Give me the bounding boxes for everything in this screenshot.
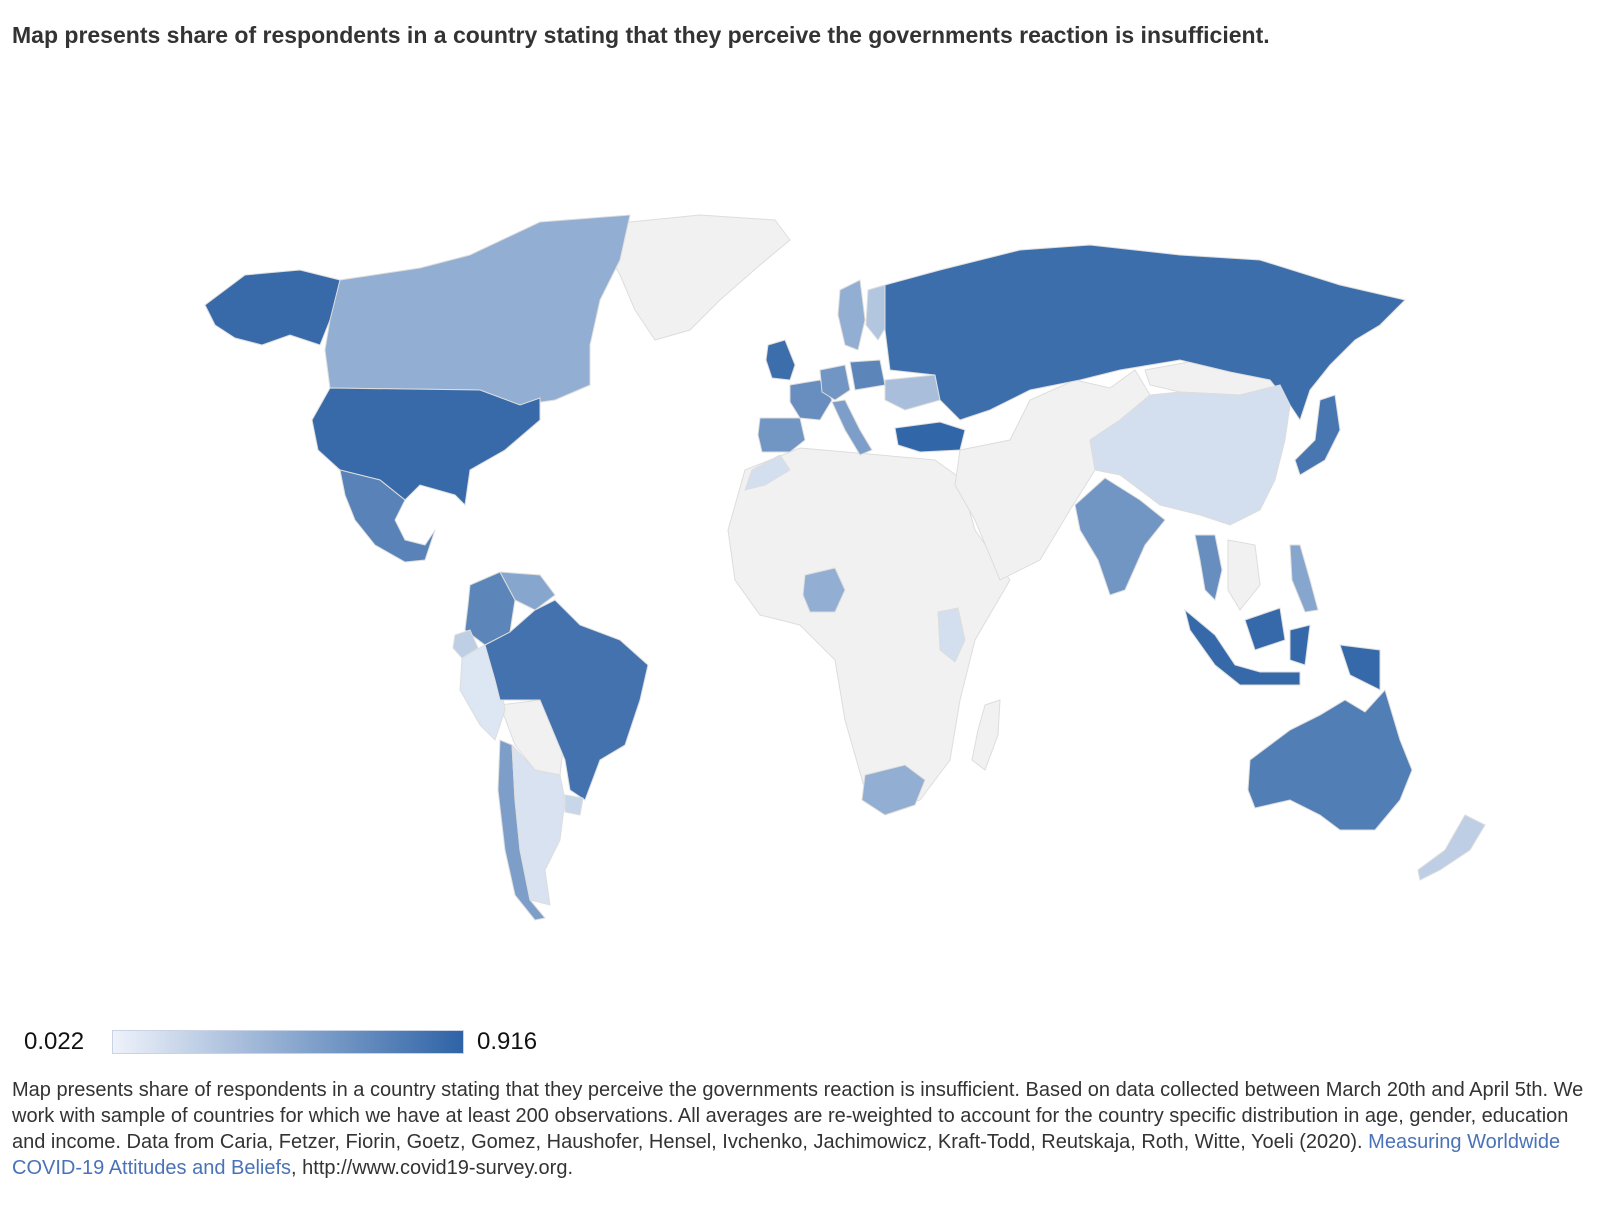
region-italy xyxy=(831,399,873,456)
region-kenya xyxy=(937,607,966,663)
region-indonesia xyxy=(1184,607,1381,691)
region-argentina xyxy=(511,743,566,906)
region-nigeria xyxy=(802,567,846,613)
region-united-kingdom xyxy=(765,339,796,381)
region-philippines xyxy=(1289,544,1319,613)
region-venezuela xyxy=(499,571,556,611)
region-china xyxy=(1089,384,1291,526)
region-thailand xyxy=(1194,534,1223,601)
region-united-states xyxy=(311,387,541,507)
map-caption: Map presents share of respondents in a c… xyxy=(12,1077,1592,1181)
world-map xyxy=(204,214,1486,921)
survey-link[interactable]: Measuring Worldwide COVID-19 Attitudes a… xyxy=(12,1131,1561,1179)
region-brazil xyxy=(484,599,649,801)
region-germany xyxy=(819,364,851,401)
region-ukraine xyxy=(884,374,941,411)
region-japan xyxy=(1294,394,1341,476)
region-uruguay xyxy=(564,794,584,816)
region-turkey xyxy=(894,421,966,453)
color-legend: 0.022 0.916 xyxy=(24,1022,624,1062)
region-mexico xyxy=(339,469,436,563)
region-south-africa xyxy=(861,764,926,816)
map-title: Map presents share of respondents in a c… xyxy=(12,22,1270,48)
caption-text: Map presents share of respondents in a c… xyxy=(12,1079,1584,1153)
region-new-zealand xyxy=(1417,814,1486,881)
region-finland xyxy=(865,284,891,341)
legend-gradient-bar xyxy=(112,1030,464,1054)
region-southeast-asia-other xyxy=(1227,539,1261,611)
region-morocco xyxy=(744,454,791,491)
region-alaska xyxy=(204,269,356,346)
region-australia xyxy=(1247,689,1413,831)
legend-max-label: 0.916 xyxy=(477,1028,538,1055)
caption-suffix: , http://www.covid19-survey.org. xyxy=(291,1157,574,1179)
region-spain xyxy=(757,417,806,453)
legend-min-label: 0.022 xyxy=(24,1028,85,1055)
region-poland xyxy=(849,359,886,391)
region-madagascar xyxy=(971,699,1001,771)
region-greenland xyxy=(599,214,791,341)
region-africa-other xyxy=(727,447,1011,811)
region-india xyxy=(1074,477,1166,596)
region-sweden xyxy=(837,279,866,351)
region-canada xyxy=(324,214,631,406)
